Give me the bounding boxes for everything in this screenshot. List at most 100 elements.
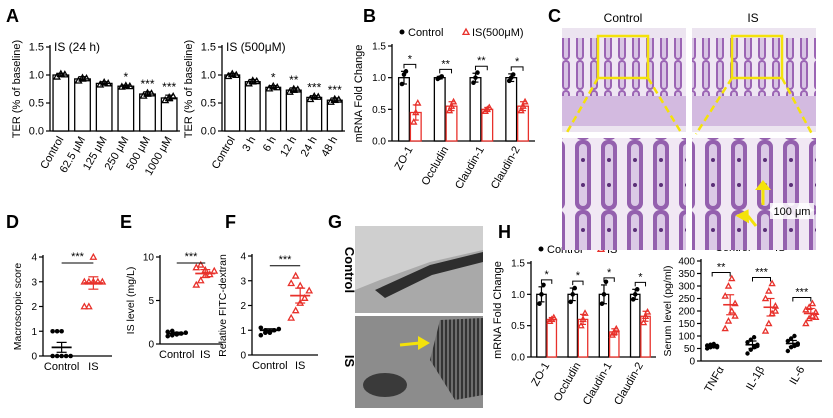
data-point [56, 69, 65, 77]
significance-label: * [544, 269, 549, 281]
chart-f: 0 1 2 3 4 Relative FITC-dextran *** Control IS [217, 252, 318, 372]
data-point [258, 332, 264, 338]
data-point [802, 319, 810, 327]
y-tick-label: 10 [143, 253, 155, 264]
data-point [439, 74, 445, 79]
bar [224, 74, 241, 132]
data-point [125, 81, 134, 90]
data-point [721, 324, 729, 332]
data-point [728, 274, 736, 282]
data-point [412, 108, 420, 116]
x-tick-label: 3 h [240, 135, 258, 154]
y-axis-label: TER (% of baseline) [183, 40, 195, 138]
y-tick-label: 0.5 [511, 321, 525, 332]
scale-bar-label: 100 μm [774, 206, 811, 218]
data-point [399, 81, 405, 87]
y-axis-label: TER (% of baseline) [11, 40, 23, 138]
data-point [80, 277, 89, 285]
y-tick-label: 50 [684, 344, 696, 355]
legend-label: IS(500μM) [472, 27, 524, 39]
x-tick-label: Claudin-1 [581, 361, 615, 408]
y-axis-label: mRNA Fold Change [353, 45, 365, 143]
data-point [50, 353, 55, 359]
data-point [60, 70, 69, 78]
tem-control-label: Control [342, 247, 357, 293]
bar [139, 93, 156, 132]
tem-is-label: IS [342, 355, 357, 368]
data-point [50, 328, 55, 334]
significance-bracket [792, 297, 812, 302]
y-tick-label: 3 [31, 277, 37, 288]
control-zoom-box [596, 34, 650, 80]
y-tick-label: 0.0 [372, 137, 386, 148]
data-point [287, 313, 296, 321]
data-point [291, 306, 300, 314]
chart-e: 0 5 10 IS level (mg/L) *** Control IS [125, 251, 222, 361]
bar [306, 96, 323, 132]
y-tick-label: 250 [678, 294, 695, 305]
x-tick-label: Occludin [552, 361, 584, 404]
data-point [724, 282, 733, 289]
data-point [724, 317, 733, 324]
x-tick-label: Control [44, 361, 79, 373]
data-point [192, 280, 201, 288]
x-tick-label: IL-6 [788, 365, 808, 387]
panel-letter-h: H [498, 222, 511, 242]
y-tick-label: 1 [240, 326, 246, 337]
data-point [550, 313, 558, 321]
lesion-arrow-icon [735, 209, 758, 227]
data-point [232, 70, 241, 79]
data-point [68, 353, 73, 359]
data-point [54, 353, 60, 359]
is-zoom-box [730, 34, 784, 80]
significance-label: ** [717, 262, 726, 274]
data-point [54, 328, 60, 334]
data-point [519, 102, 527, 109]
y-axis-label: Serum level (pg/ml) [662, 265, 674, 356]
data-point [788, 336, 794, 341]
significance-label: ** [441, 58, 450, 70]
data-point [305, 286, 314, 294]
significance-label: *** [307, 81, 321, 95]
data-point [639, 318, 648, 326]
significance-bracket [752, 277, 771, 282]
data-point [59, 328, 64, 334]
significance-label: * [271, 71, 276, 85]
data-point [731, 299, 739, 307]
data-point [805, 303, 813, 310]
data-point [751, 335, 757, 340]
data-point [296, 281, 305, 289]
bar [52, 74, 70, 132]
bar [95, 82, 113, 132]
data-point [449, 97, 458, 105]
x-tick-label: Occludin [419, 145, 451, 188]
x-tick-label: Claudin-2 [612, 361, 646, 408]
significance-label: *** [71, 251, 85, 263]
y-tick-label: 200 [678, 307, 695, 318]
bar [117, 85, 135, 132]
data-point [579, 315, 587, 323]
data-point [608, 331, 616, 338]
legend-marker [461, 27, 471, 36]
data-point [632, 292, 638, 297]
y-axis-label: IS level (mg/L) [125, 267, 137, 335]
y-axis-label: mRNA Fold Change [492, 261, 504, 359]
bar [629, 293, 641, 358]
data-point [634, 287, 640, 292]
data-point [59, 353, 64, 359]
x-tick-label: IS [200, 349, 210, 361]
data-point [541, 282, 546, 288]
tem-control-lumen [355, 226, 483, 290]
data-point [314, 92, 323, 100]
data-point [521, 97, 529, 105]
panel-c-control-label: Control [604, 11, 643, 25]
data-point [731, 312, 739, 319]
data-point [643, 307, 652, 315]
data-point [785, 348, 791, 354]
chart-a1: 0.0 0.5 1.0 1.5 TER (% of baseline) IS (24 h)… [11, 40, 180, 178]
data-point [581, 309, 589, 316]
data-point [143, 88, 152, 96]
data-point [612, 324, 620, 332]
